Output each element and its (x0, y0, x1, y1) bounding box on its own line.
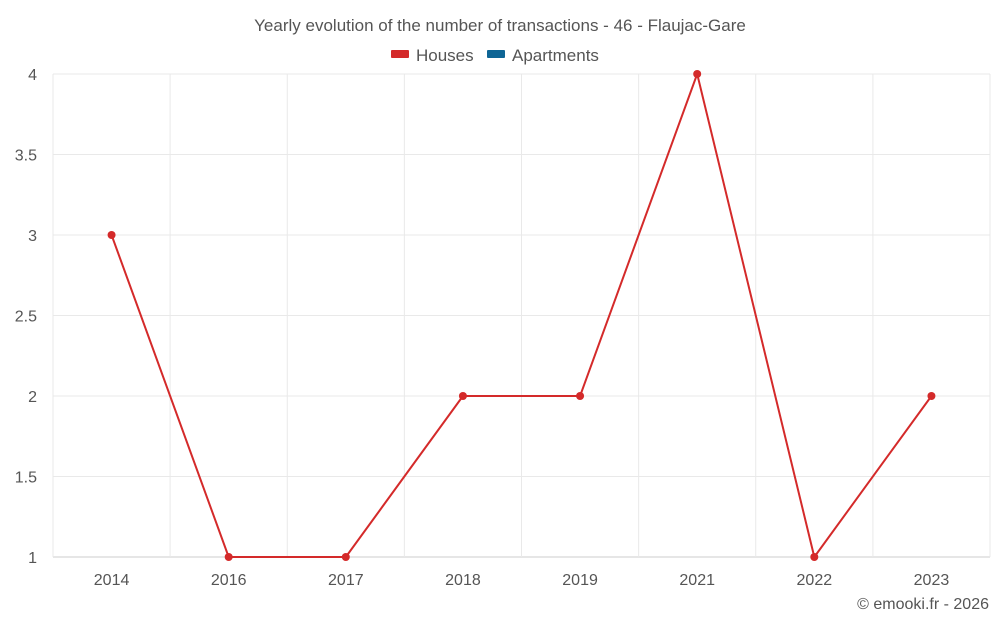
legend-label-houses: Houses (416, 46, 474, 65)
credit-text: © emooki.fr - 2026 (857, 596, 989, 613)
x-tick-label: 2019 (562, 572, 598, 589)
data-point[interactable] (107, 231, 116, 239)
x-tick-label: 2014 (94, 572, 130, 589)
x-axis-ticks: 2014 2016 2017 2018 2019 2021 2022 2023 (94, 572, 950, 589)
legend: Houses Apartments (391, 46, 599, 65)
data-point[interactable] (458, 392, 467, 400)
plot-series (107, 70, 936, 561)
data-point[interactable] (927, 392, 936, 400)
data-point[interactable] (693, 70, 702, 78)
y-tick-label: 1.5 (15, 470, 37, 487)
y-tick-label: 4 (28, 67, 37, 84)
series-line-houses (110, 73, 933, 558)
data-point[interactable] (576, 392, 585, 400)
x-tick-label: 2021 (679, 572, 715, 589)
chart-title: Yearly evolution of the number of transa… (254, 16, 746, 35)
legend-label-apartments: Apartments (512, 46, 599, 65)
legend-swatch-houses (391, 50, 409, 58)
y-axis-ticks: 1 1.5 2 2.5 3 3.5 4 (15, 67, 37, 567)
legend-item-houses[interactable]: Houses (391, 46, 474, 65)
y-tick-label: 3 (28, 228, 37, 245)
y-tick-label: 2 (28, 389, 37, 406)
data-point[interactable] (341, 553, 350, 561)
data-point[interactable] (810, 553, 819, 561)
data-point[interactable] (224, 553, 233, 561)
gridlines (52, 73, 991, 558)
y-tick-label: 3.5 (15, 148, 37, 165)
x-tick-label: 2017 (328, 572, 364, 589)
x-tick-label: 2016 (211, 572, 247, 589)
x-tick-label: 2018 (445, 572, 481, 589)
x-tick-label: 2022 (797, 572, 833, 589)
legend-swatch-apartments (487, 50, 505, 58)
x-tick-label: 2023 (914, 572, 950, 589)
y-tick-label: 2.5 (15, 309, 37, 326)
legend-item-apartments[interactable]: Apartments (487, 46, 599, 65)
y-tick-label: 1 (28, 550, 37, 567)
